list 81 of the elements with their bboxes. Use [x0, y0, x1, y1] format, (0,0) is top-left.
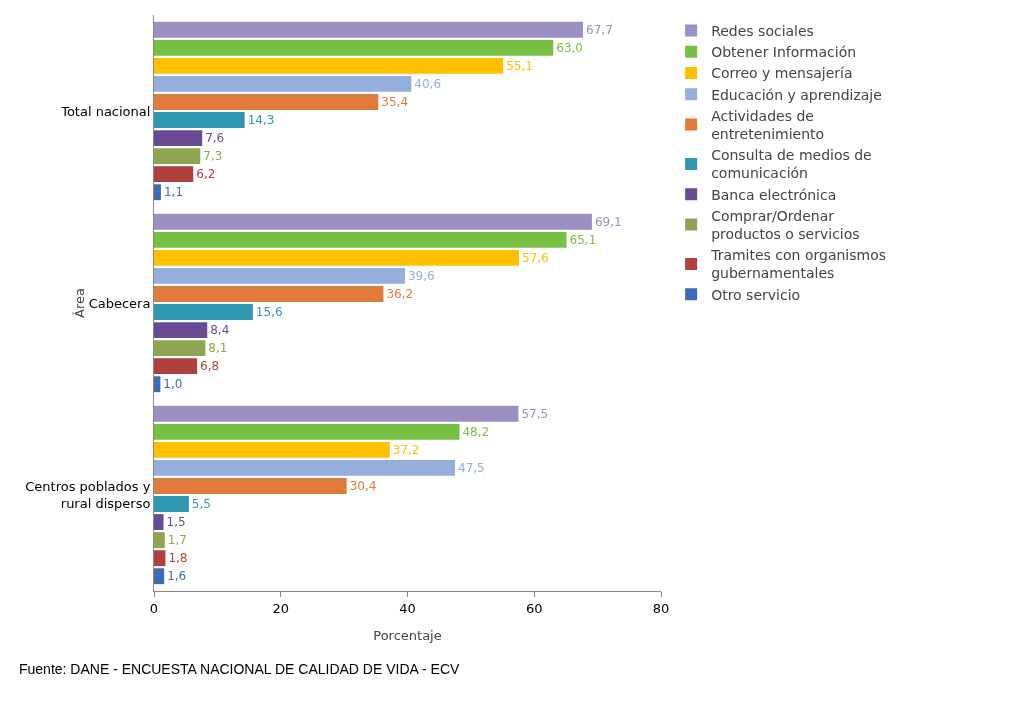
data-label: 7,3 [203, 149, 223, 164]
data-label: 69,1 [594, 214, 622, 229]
bar [154, 57, 504, 74]
bar [154, 550, 166, 567]
legend-label: Obtener Información [711, 44, 857, 61]
data-label: 6,8 [200, 359, 220, 374]
data-label: 5,5 [191, 497, 211, 512]
data-label: 1,5 [166, 515, 186, 530]
bar [154, 441, 390, 458]
data-label: 57,5 [521, 406, 549, 421]
x-tick-label: 20 [272, 600, 290, 616]
bar [154, 231, 567, 248]
legend-label: Otro servicio [711, 286, 801, 303]
data-label: 67,7 [586, 22, 613, 37]
data-label: 1,8 [168, 551, 188, 566]
data-label: 55,1 [506, 58, 533, 73]
data-label: 1,6 [167, 569, 187, 584]
bar [154, 322, 208, 339]
legend-label: Tramites con organismos gubernamentales [710, 247, 887, 282]
bar [154, 358, 198, 375]
data-label: 7,6 [205, 131, 225, 146]
data-label: 14,3 [247, 113, 275, 128]
x-axis-title: Porcentaje [373, 628, 442, 643]
x-tick-label: 60 [525, 600, 543, 616]
legend-label: Comprar/Ordenar productos o servicios [711, 207, 860, 243]
bar [154, 514, 164, 531]
y-axis-title: Área [71, 288, 87, 318]
data-label: 30,4 [349, 478, 377, 493]
data-label: 47,5 [458, 460, 485, 475]
x-tick-label: 0 [149, 600, 159, 616]
data-label: 8,4 [210, 323, 230, 338]
bar [154, 340, 206, 357]
y-tick-label: Total nacional [60, 103, 151, 119]
data-label: 63,0 [556, 40, 583, 55]
legend-label: Correo y mensajería [711, 65, 853, 82]
legend-label: Consulta de medios de comunicación [711, 147, 872, 182]
y-tick-label: Cabecera [88, 295, 151, 311]
bar [154, 423, 460, 440]
bar [154, 166, 194, 183]
bar [154, 94, 379, 110]
data-label: 6,2 [196, 167, 216, 182]
legend-label: Redes sociales [711, 23, 814, 40]
bar [154, 75, 412, 92]
x-tick-label: 40 [399, 600, 416, 616]
bar [154, 249, 520, 266]
data-label: 40,6 [414, 76, 442, 91]
data-label: 35,4 [381, 94, 409, 109]
bar [154, 184, 161, 201]
data-label: 8,1 [208, 341, 228, 356]
data-label: 1,0 [163, 377, 183, 392]
bar [154, 376, 161, 393]
data-label: 1,1 [163, 185, 184, 200]
bar [154, 148, 201, 165]
bar [154, 286, 384, 302]
bar [154, 213, 592, 230]
data-label: 57,6 [522, 250, 549, 265]
legend-label: Educación y aprendizaje [711, 86, 882, 103]
data-label: 37,2 [392, 442, 420, 457]
data-label: 39,6 [407, 268, 435, 283]
bar [154, 478, 347, 494]
bar [154, 532, 165, 549]
data-label: 48,2 [462, 424, 490, 439]
bar [154, 112, 245, 128]
bar [154, 130, 203, 147]
x-tick-label: 80 [652, 600, 670, 616]
data-label: 36,2 [386, 286, 414, 301]
bar [154, 568, 165, 585]
bar [154, 39, 554, 56]
source-note: Fuente: DANE - ENCUESTA NACIONAL DE CALIDAD DE VIDA - ECV [19, 661, 460, 677]
data-label: 65,1 [569, 232, 597, 247]
bar [154, 405, 519, 422]
data-label: 1,7 [167, 533, 187, 548]
bar [154, 459, 456, 476]
data-label: 15,6 [255, 305, 283, 320]
legend-label: Actividades de entretenimiento [711, 107, 825, 143]
bar [154, 21, 584, 38]
y-tick-label: Centros poblados y rural disperso [25, 479, 151, 511]
bar [154, 267, 405, 284]
bar [154, 496, 189, 512]
bar [154, 304, 253, 320]
legend-label: Banca electrónica [711, 186, 837, 203]
